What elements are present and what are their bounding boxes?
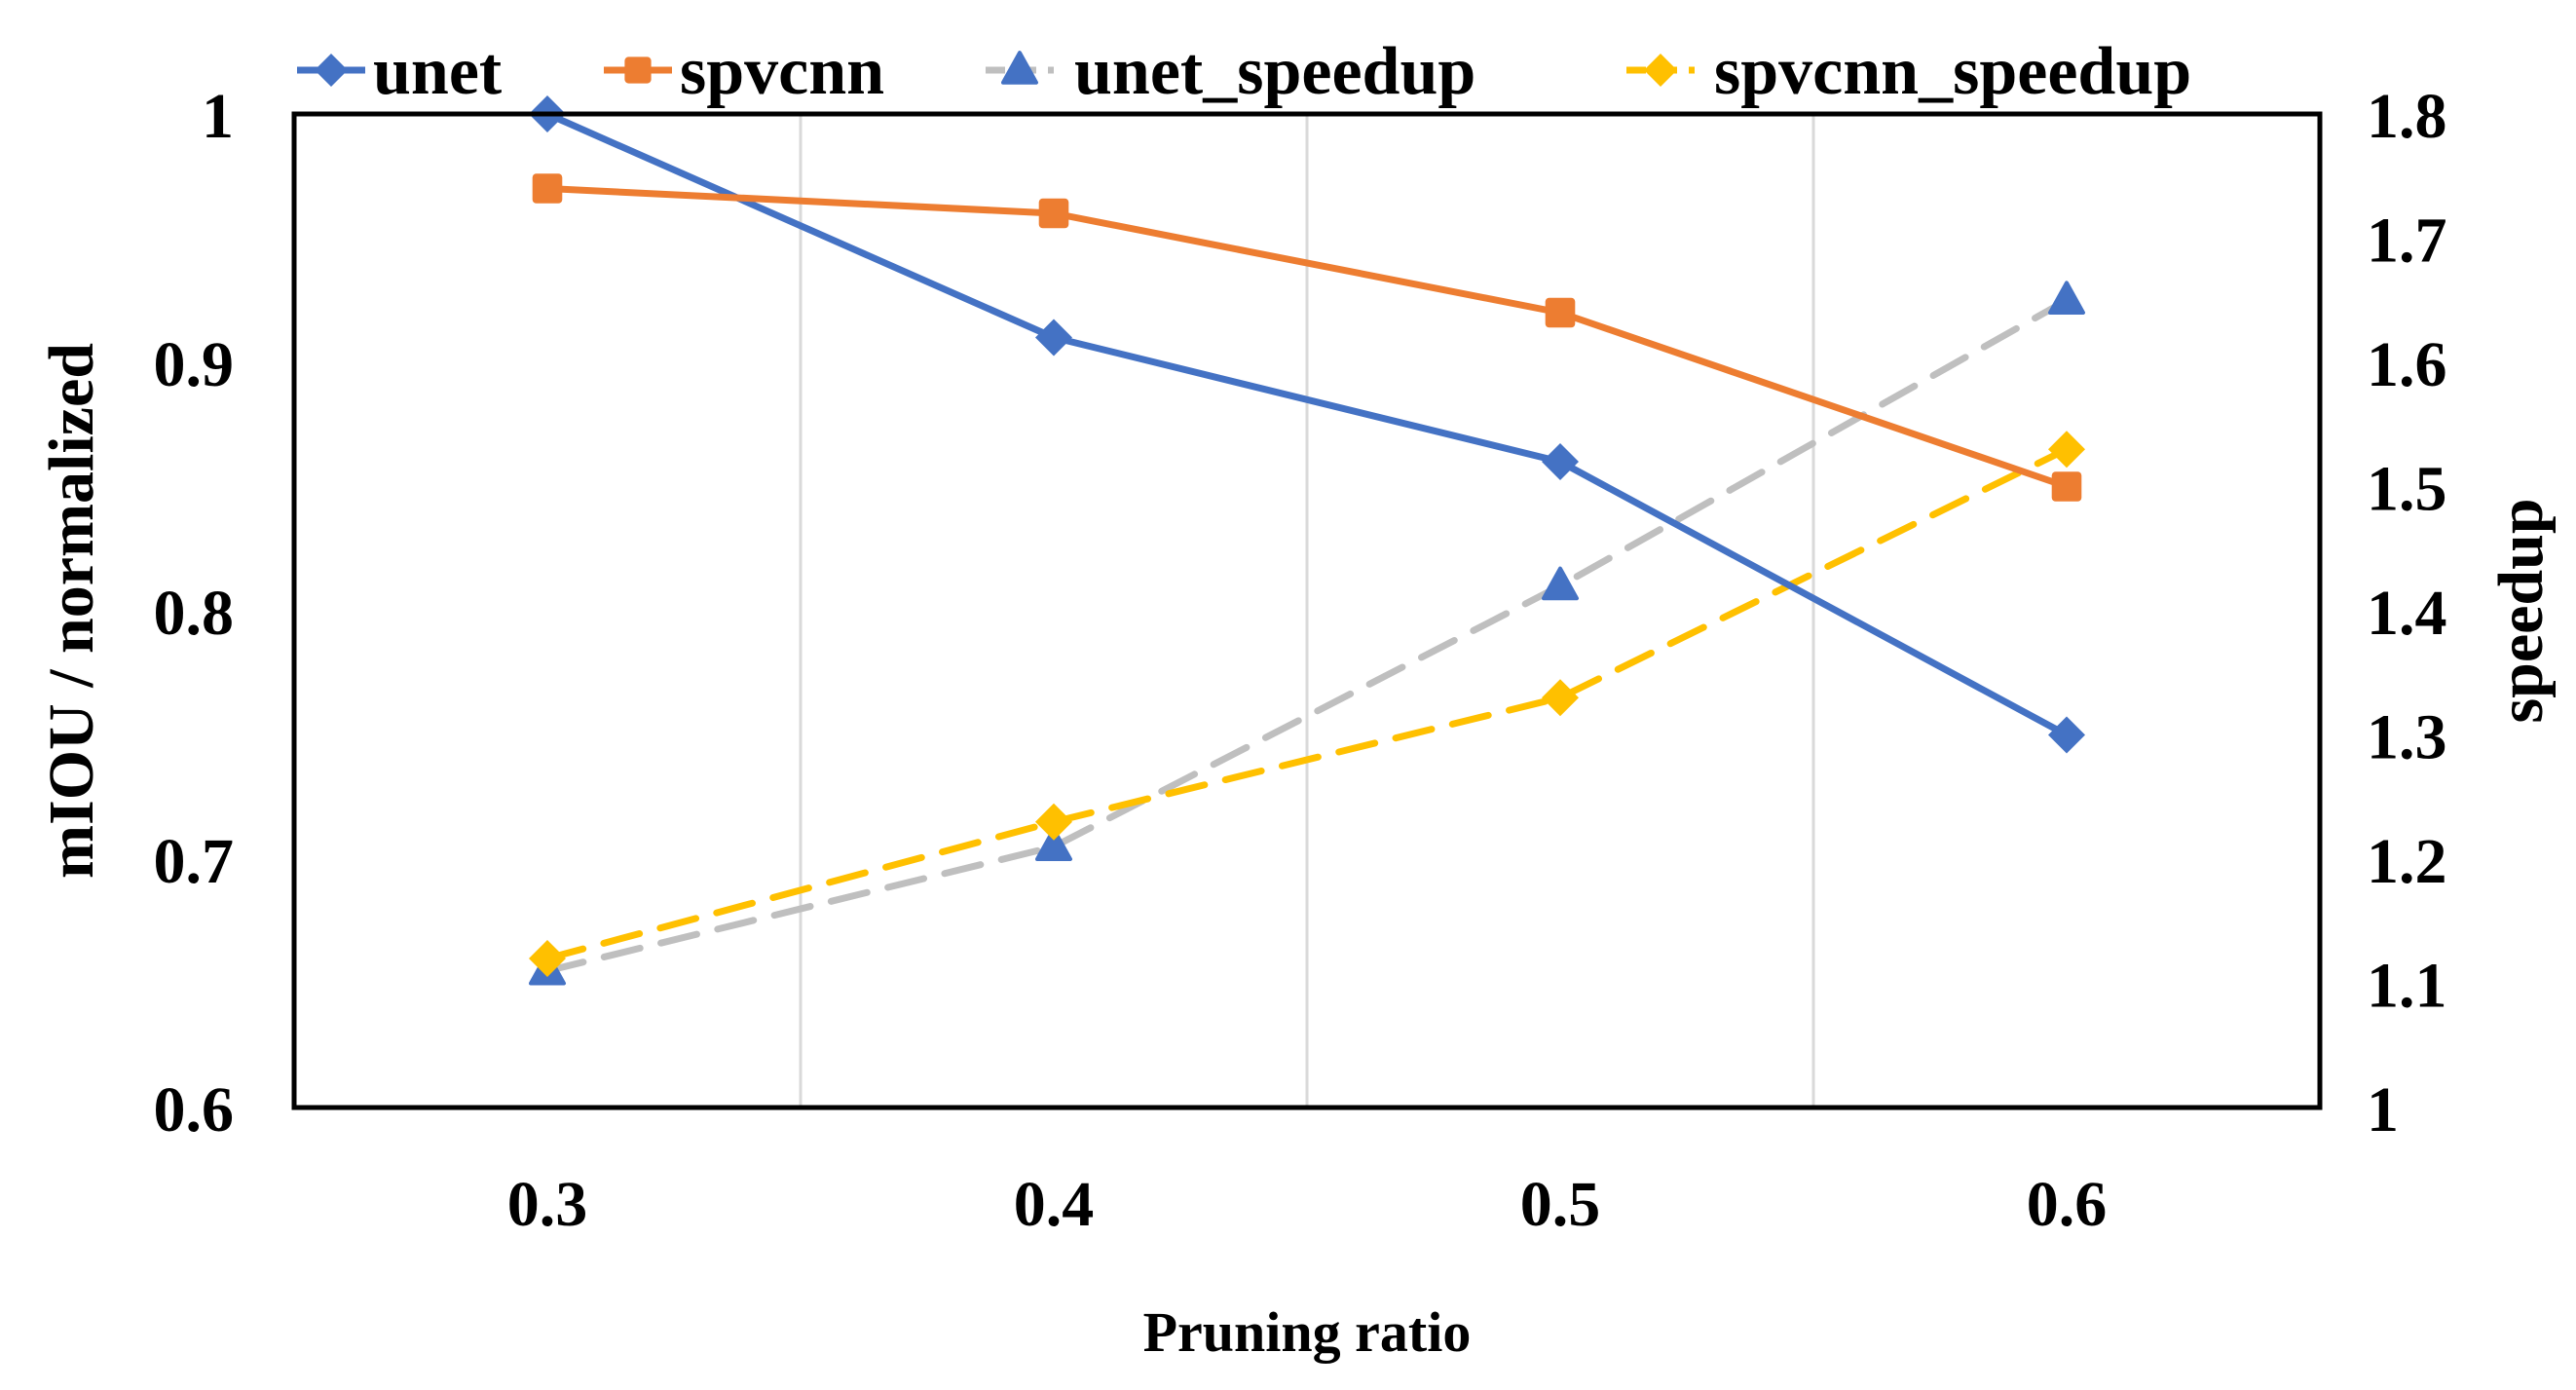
legend-label-unet: unet: [373, 34, 502, 109]
x-axis-tick-label: 0.4: [1014, 1169, 1095, 1240]
data-point-spvcnn_speedup: [2048, 431, 2085, 469]
y2-axis-tick-label: 1.1: [2367, 951, 2447, 1022]
series-line-spvcnn_speedup: [543, 445, 2071, 962]
series-layer: [529, 95, 2085, 986]
data-point-spvcnn: [532, 173, 563, 204]
y-axis-tick-label: 0.9: [154, 329, 235, 400]
y2-axis-tick-label: 1.5: [2367, 454, 2447, 525]
data-point-unet: [2048, 716, 2085, 754]
y-axis-tick-label: 0.7: [154, 826, 235, 897]
x-axis-tick-label: 0.6: [2027, 1169, 2108, 1240]
y2-axis-title: speedup: [2485, 498, 2557, 723]
y-axis-title: mIOU / normalized: [36, 343, 107, 879]
x-axis-tick-label: 0.5: [1520, 1169, 1601, 1240]
y-axis-tick-label: 1: [202, 81, 234, 152]
x-axis-title: Pruning ratio: [1143, 1300, 1472, 1364]
y-axis-tick-label: 0.6: [154, 1074, 235, 1146]
legend-label-spvcnn_speedup: spvcnn_speedup: [1714, 34, 2191, 109]
grid-layer: [799, 114, 1815, 1108]
data-point-unet_speedup: [2048, 281, 2085, 315]
y2-axis-tick-label: 1.7: [2367, 206, 2447, 277]
plot-area-frame: [291, 111, 2323, 1110]
legend-marker-unet: [315, 54, 348, 87]
data-point-spvcnn_speedup: [1542, 679, 1579, 717]
y2-axis-tick-label: 1.6: [2367, 329, 2447, 400]
series-line-unet: [543, 110, 2071, 738]
data-point-unet_speedup: [1035, 827, 1072, 861]
data-point-spvcnn_speedup: [529, 940, 566, 977]
data-point-unet: [1035, 319, 1072, 357]
data-point-spvcnn_speedup: [1035, 803, 1072, 841]
data-point-unet: [1542, 443, 1579, 480]
legend-label-spvcnn: spvcnn: [680, 34, 884, 109]
y-axis-tick-label: 0.8: [154, 578, 235, 649]
x-axis-tick-label: 0.3: [507, 1169, 588, 1240]
data-point-spvcnn: [2051, 471, 2082, 502]
data-point-spvcnn: [1038, 198, 1069, 229]
legend-marker-unet_speedup: [1001, 51, 1038, 85]
data-point-spvcnn: [1545, 297, 1576, 328]
legend: unet spvcnn unet_speedup spvcnn_speedup: [297, 34, 2191, 109]
series-line-unet_speedup: [543, 296, 2071, 975]
legend-marker-spvcnn_speedup: [1644, 54, 1677, 87]
y2-axis-tick-label: 1.4: [2367, 578, 2447, 649]
legend-label-unet_speedup: unet_speedup: [1074, 34, 1475, 109]
y2-axis-tick-label: 1.3: [2367, 702, 2447, 773]
legend-marker-spvcnn: [624, 56, 652, 84]
y2-axis-tick-label: 1.2: [2367, 826, 2447, 897]
series-line-spvcnn: [543, 185, 2071, 490]
y2-axis-tick-label: 1: [2367, 1074, 2399, 1146]
axis-layer: 0.6 0.7 0.8 0.9 1 1 1.1 1.2 1.3 1.4 1.5 1.6 1.7 1.8 0.…: [36, 81, 2557, 1364]
y2-axis-tick-label: 1.8: [2367, 81, 2447, 152]
data-point-unet_speedup: [1542, 566, 1579, 601]
